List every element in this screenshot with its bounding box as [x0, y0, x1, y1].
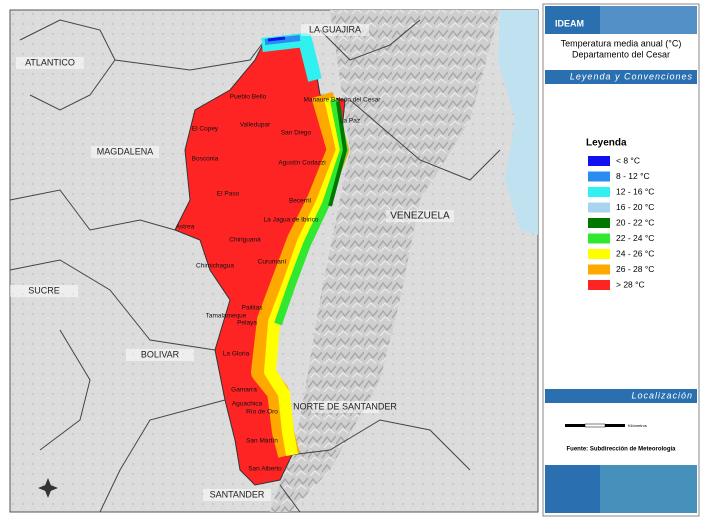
region-label: LA GUAJIRA — [309, 24, 361, 34]
town-label: Curumaní — [258, 259, 287, 266]
legend-label: 12 - 16 °C — [616, 186, 654, 196]
town-label: Valledupar — [240, 122, 271, 129]
legend-swatch — [588, 249, 610, 259]
region-label-bg — [91, 146, 159, 158]
legend-label: 16 - 20 °C — [616, 202, 654, 212]
legend-label: 24 - 26 °C — [616, 248, 654, 258]
town-label: La Gloria — [223, 351, 250, 358]
region-label: SUCRE — [28, 285, 60, 295]
town-label: San Diego — [281, 130, 312, 137]
region-label: VENEZUELA — [390, 211, 450, 222]
borders — [9, 19, 501, 513]
town-label: Pailitas — [242, 305, 264, 312]
town-label: Bosconia — [192, 156, 219, 163]
section-bar — [545, 389, 697, 403]
sea — [498, 10, 538, 235]
scale-bar — [565, 423, 625, 428]
region-label: BOLIVAR — [141, 349, 180, 359]
town-label: La Paz — [340, 118, 360, 125]
town-label: Pueblo Bello — [230, 94, 267, 101]
town-label: Agustín Codazzi — [278, 160, 325, 167]
banner-stripe — [600, 6, 697, 34]
town-label: Becerril — [289, 198, 312, 205]
region-label-bg — [10, 285, 78, 297]
region-label: SANTANDER — [210, 489, 265, 499]
banner-stripe — [600, 465, 697, 513]
legend-swatch — [588, 264, 610, 275]
town-label: Manaure Balcón del Cesar — [304, 97, 382, 104]
region-label-bg — [301, 24, 369, 36]
region-label-bg — [386, 210, 454, 222]
legend-label: > 28 °C — [616, 279, 645, 289]
region-label-bg — [311, 401, 379, 413]
legend-label: 20 - 22 °C — [616, 217, 654, 227]
town-label: San Alberto — [248, 466, 282, 473]
north-arrow — [38, 478, 58, 498]
location-header: Localización — [631, 390, 693, 400]
town-label: Aguachica — [232, 401, 263, 408]
logo: IDEAM — [555, 18, 584, 28]
town-label: Pelaya — [237, 320, 257, 327]
source: Fuente: Subdirección de Meteorología — [566, 447, 676, 453]
legend-swatch — [588, 187, 610, 197]
town-label: Astrea — [176, 224, 195, 231]
town-label: Chiriguaná — [229, 237, 261, 244]
legend-swatch — [588, 202, 610, 213]
legend-swatch — [588, 280, 610, 290]
scale-unit: Kilómetros — [628, 423, 647, 428]
legend-swatch — [588, 171, 610, 182]
legend-swatch — [588, 156, 610, 166]
legend-label: 8 - 12 °C — [616, 171, 650, 181]
town-label: Tamalameque — [206, 313, 247, 320]
region-label-bg — [16, 57, 84, 69]
legend-label: 22 - 24 °C — [616, 233, 654, 243]
side-panel — [542, 3, 700, 517]
region-label-bg — [203, 489, 271, 501]
town-label: San Martín — [246, 438, 278, 445]
mountains — [270, 10, 500, 512]
legend-swatch — [588, 233, 610, 244]
town-label: El Paso — [217, 191, 240, 198]
town-label: El Copey — [192, 126, 219, 133]
region-label: MAGDALENA — [97, 146, 154, 156]
legend-label: 26 - 28 °C — [616, 264, 654, 274]
panel-title: Temperatura media anual (°C) — [561, 38, 682, 48]
legend-header: Leyenda y Convenciones — [570, 71, 693, 81]
panel-subtitle: Departamento del Cesar — [572, 49, 670, 59]
legend-label: < 8 °C — [616, 155, 640, 165]
section-bar — [545, 70, 697, 84]
region-label: ATLANTICO — [25, 57, 75, 67]
town-label: Río de Oro — [246, 409, 278, 416]
town-label: Chimichagua — [196, 263, 234, 270]
region-label-bg — [126, 349, 194, 361]
town-label: Gamarra — [231, 387, 257, 394]
town-label: La Jagua de Ibirico — [264, 217, 319, 224]
legend-swatch — [588, 218, 610, 228]
region-label: NORTE DE SANTANDER — [293, 401, 397, 411]
temperature-bands — [251, 33, 349, 458]
legend-title: Leyenda — [586, 138, 627, 149]
